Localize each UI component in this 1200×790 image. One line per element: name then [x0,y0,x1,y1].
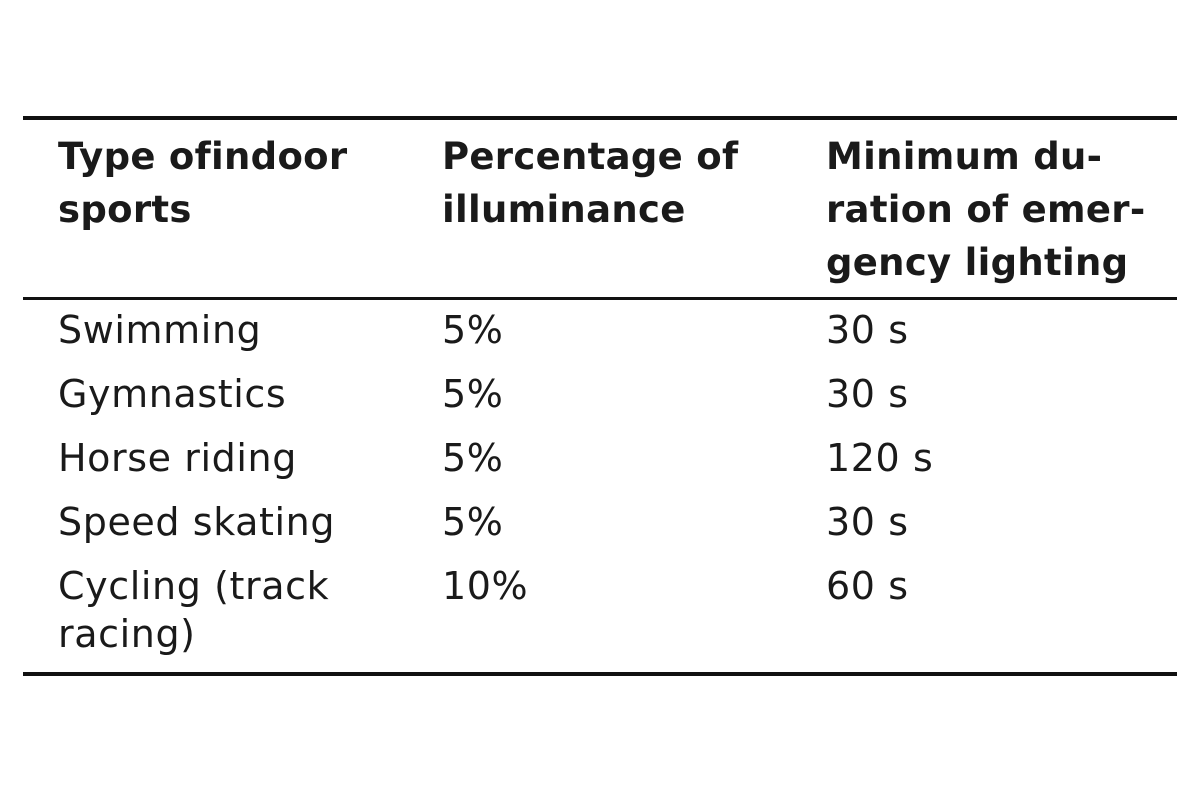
cell-duration: 30 s [826,372,909,416]
cell-sport: Gymnastics [23,370,407,434]
cell-sport: Horse riding [23,434,407,498]
emergency-lighting-table-container: Type ofindoor sports Percentage of illum… [23,116,1177,676]
cell-percentage: 10% [442,564,529,608]
cell-percentage: 5% [442,308,504,352]
cell-line: Cycling (track [58,564,330,608]
cell-percentage: 5% [442,500,504,544]
cell-percentage: 5% [442,436,504,480]
header-line: gency lighting [826,241,1129,284]
cell-duration: 120 s [826,436,934,480]
table-row: Cycling (track racing) 10% 60 s [23,562,1177,674]
header-line: Percentage of [442,135,739,178]
header-minimum-duration: Minimum du- ration of emer- gency lighti… [791,118,1177,299]
header-line: sports [58,188,192,231]
cell-duration: 30 s [826,308,909,352]
cell-sport: Speed skating [23,498,407,562]
header-line: ration of emer- [826,188,1146,231]
cell-line: Horse riding [58,436,297,480]
header-line: Type ofindoor [58,135,348,178]
header-line: illuminance [442,188,686,231]
header-row: Type ofindoor sports Percentage of illum… [23,118,1177,299]
table-body: Swimming 5% 30 s Gymnastics 5% 30 s Hors… [23,299,1177,674]
cell-line: Gymnastics [58,372,287,416]
table-row: Horse riding 5% 120 s [23,434,1177,498]
table-row: Speed skating 5% 30 s [23,498,1177,562]
table-row: Swimming 5% 30 s [23,299,1177,371]
cell-duration: 60 s [826,564,909,608]
table-header: Type ofindoor sports Percentage of illum… [23,118,1177,299]
cell-line: racing) [58,612,196,656]
header-line: Minimum du- [826,135,1103,178]
table-row: Gymnastics 5% 30 s [23,370,1177,434]
cell-percentage: 5% [442,372,504,416]
cell-line: Swimming [58,308,262,352]
cell-duration: 30 s [826,500,909,544]
emergency-lighting-table: Type ofindoor sports Percentage of illum… [23,116,1177,676]
header-illuminance-percentage: Percentage of illuminance [407,118,791,299]
header-sport-type: Type ofindoor sports [23,118,407,299]
cell-sport: Cycling (track racing) [23,562,407,674]
cell-line: Speed skating [58,500,336,544]
cell-sport: Swimming [23,299,407,371]
